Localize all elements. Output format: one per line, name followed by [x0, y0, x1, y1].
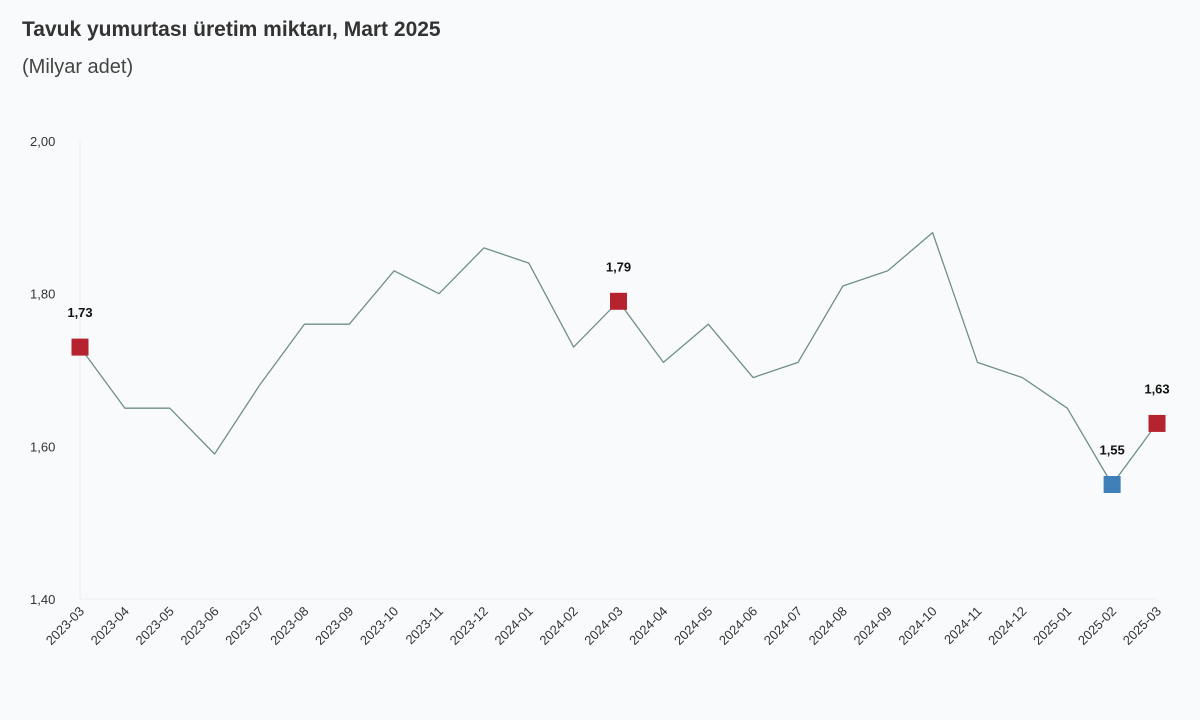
- data-label: 1,79: [606, 259, 631, 274]
- x-tick-label: 2023-10: [357, 604, 401, 648]
- x-tick-label: 2024-08: [806, 604, 850, 648]
- x-tick-label: 2023-07: [222, 604, 266, 648]
- x-tick-label: 2024-09: [851, 604, 895, 648]
- x-tick-label: 2024-03: [581, 604, 625, 648]
- x-tick-label: 2023-03: [43, 604, 87, 648]
- x-tick-label: 2025-01: [1030, 604, 1074, 648]
- x-tick-label: 2024-12: [985, 604, 1029, 648]
- data-label: 1,63: [1144, 381, 1169, 396]
- x-tick-label: 2024-07: [761, 604, 805, 648]
- x-tick-label: 2025-03: [1120, 604, 1164, 648]
- x-tick-label: 2025-02: [1075, 604, 1119, 648]
- chart-title: Tavuk yumurtası üretim miktarı, Mart 202…: [22, 18, 441, 41]
- y-tick-label: 1,80: [30, 287, 55, 302]
- data-label: 1,55: [1099, 443, 1124, 458]
- x-tick-label: 2023-06: [177, 604, 221, 648]
- x-tick-label: 2023-09: [312, 604, 356, 648]
- y-tick-label: 1,60: [30, 439, 55, 454]
- x-tick-label: 2023-04: [88, 604, 132, 648]
- x-tick-label: 2023-08: [267, 604, 311, 648]
- chart-subtitle: (Milyar adet): [22, 56, 134, 78]
- x-tick-label: 2023-11: [402, 604, 446, 648]
- data-point-marker: [71, 338, 89, 356]
- x-tick-label: 2023-12: [447, 604, 491, 648]
- x-tick-label: 2024-05: [671, 604, 715, 648]
- y-tick-label: 2,00: [30, 134, 55, 149]
- data-point-marker: [1148, 414, 1166, 432]
- marker-layer: [71, 292, 1166, 493]
- x-tick-label: 2023-05: [133, 604, 177, 648]
- x-tick-label: 2024-10: [895, 604, 939, 648]
- data-point-marker: [610, 292, 627, 310]
- x-tick-label: 2024-02: [536, 604, 580, 648]
- data-label-layer: 1,73 1,79 1,55 1,63: [67, 259, 1169, 457]
- x-tick-label: 2024-01: [492, 604, 536, 648]
- y-tick-label: 1,40: [30, 592, 55, 607]
- data-label: 1,73: [67, 305, 92, 320]
- x-tick-label: 2024-11: [941, 604, 985, 648]
- x-tick-label: 2024-04: [626, 604, 670, 648]
- x-tick-label: 2024-06: [716, 604, 760, 648]
- data-point-marker: [1103, 476, 1121, 493]
